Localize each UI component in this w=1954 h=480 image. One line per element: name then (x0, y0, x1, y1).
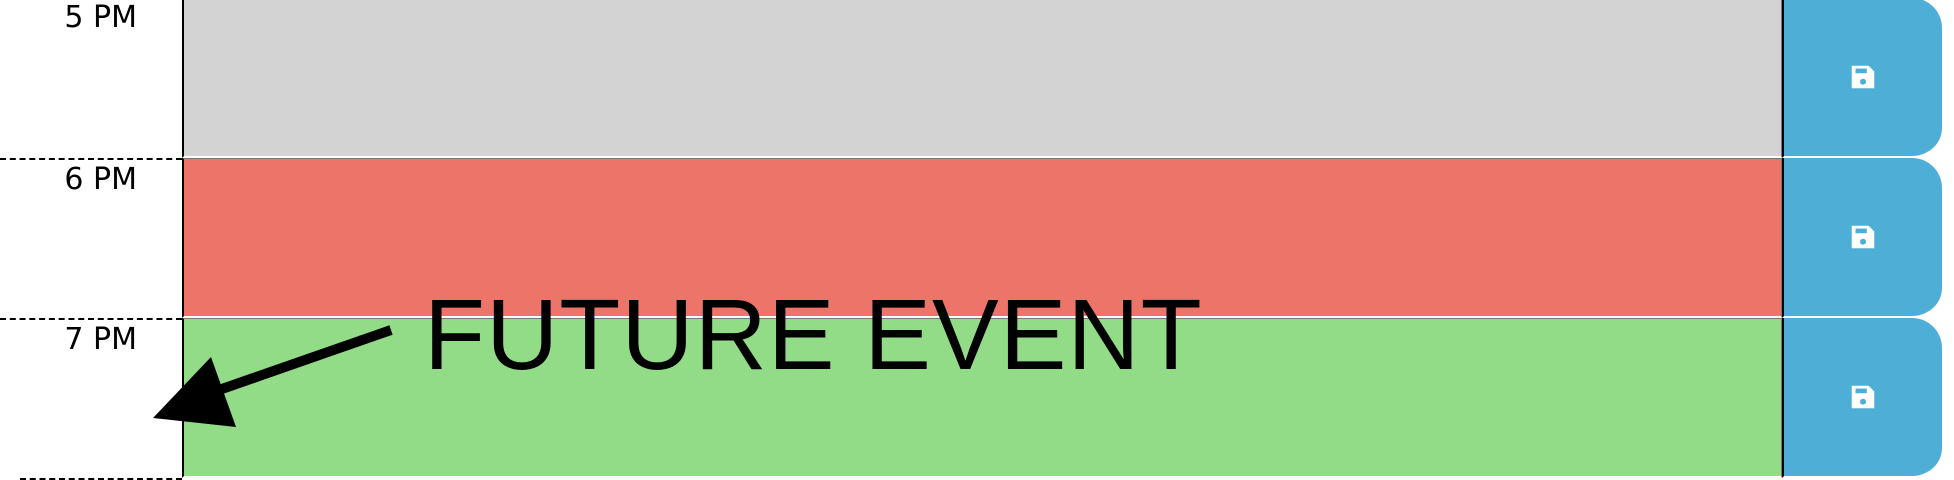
hour-label-cell: 5 PM (0, 0, 182, 158)
hour-label-cell: 6 PM (0, 158, 182, 318)
arrow-icon (153, 325, 393, 427)
time-block-7pm: 7 PM (0, 318, 1954, 478)
save-icon (1851, 225, 1875, 249)
event-input-past[interactable] (182, 0, 1782, 158)
save-button[interactable] (1782, 318, 1942, 478)
annotation-label: FUTURE EVENT (424, 279, 1203, 391)
event-input-future[interactable] (182, 318, 1782, 478)
hour-label: 7 PM (64, 322, 137, 357)
hour-label: 6 PM (64, 162, 137, 197)
save-icon (1851, 385, 1875, 409)
hour-label: 5 PM (64, 0, 137, 35)
time-block-5pm: 5 PM (0, 0, 1954, 158)
row-divider (20, 478, 182, 480)
save-button[interactable] (1782, 158, 1942, 318)
time-block-6pm: 6 PM (0, 158, 1954, 318)
event-input-present[interactable] (182, 158, 1782, 318)
hour-label-cell: 7 PM (0, 318, 182, 478)
save-icon (1851, 65, 1875, 89)
save-button[interactable] (1782, 0, 1942, 158)
